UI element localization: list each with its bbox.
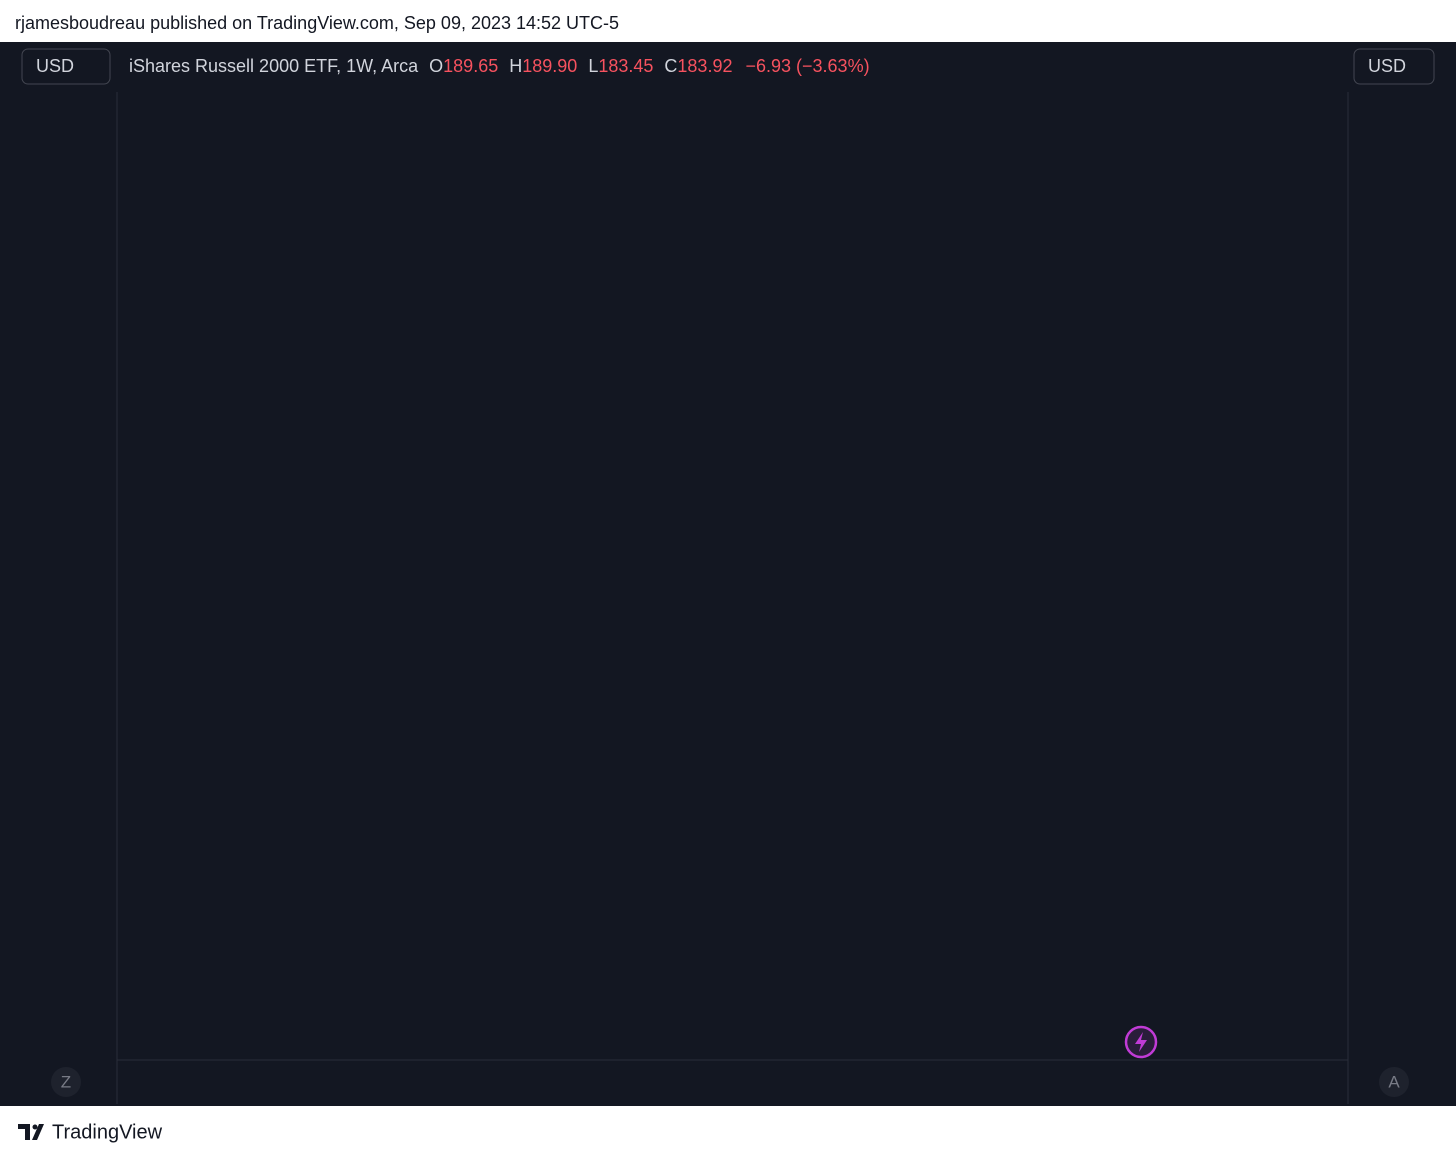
corner-button[interactable] [51, 1067, 81, 1097]
chart-panel [0, 42, 1456, 1106]
legend-prefix: O [429, 56, 443, 76]
legend-value: 183.92 [677, 56, 732, 76]
brand-logo [18, 1124, 44, 1140]
legend-value: 183.45 [598, 56, 653, 76]
currency-label[interactable]: USD [36, 56, 74, 76]
alert-bolt [1135, 1032, 1147, 1052]
corner-label[interactable]: A [1388, 1072, 1400, 1091]
legend-prefix: H [509, 56, 522, 76]
legend: iShares Russell 2000 ETF, 1W, Arca O189.… [129, 56, 870, 76]
legend-prefix: C [664, 56, 677, 76]
legend-value: 189.90 [522, 56, 577, 76]
corner-button[interactable] [1379, 1067, 1409, 1097]
currency-label[interactable]: USD [1368, 56, 1406, 76]
legend-value: 189.65 [443, 56, 498, 76]
corner-label[interactable]: Z [61, 1072, 71, 1091]
legend-change: −6.93 (−3.63%) [745, 56, 869, 76]
brand-name: TradingView [52, 1121, 163, 1143]
currency-button[interactable] [1353, 48, 1435, 85]
header-text: rjamesboudreau published on TradingView.… [15, 13, 619, 33]
brand-logo-dot [32, 1124, 38, 1130]
legend-prefix: L [588, 56, 598, 76]
currency-button[interactable] [21, 48, 111, 85]
legend-name: iShares Russell 2000 ETF, 1W, Arca [129, 56, 419, 76]
